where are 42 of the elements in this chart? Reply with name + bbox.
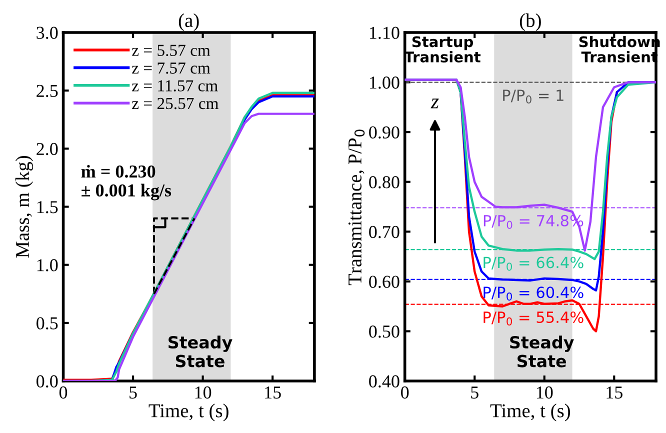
y-tick-label: 0.90: [369, 126, 400, 139]
y-tick-label: 0.50: [369, 326, 400, 338]
y-tick-label: 0.70: [369, 226, 400, 238]
x-tick-label: 15: [265, 386, 281, 399]
legend-label: z = 25.57 cm: [132, 98, 218, 110]
x-tick-label: 10: [536, 386, 553, 399]
y-tick-label: 0.80: [369, 176, 400, 188]
y-tick-label: 3.0: [36, 26, 58, 39]
x-tick-label: 15: [606, 386, 622, 399]
x-axis-title: Time, t (s): [490, 404, 570, 422]
chart-title: (a): [178, 13, 199, 32]
annotation: z: [430, 98, 439, 108]
x-tick-label: 5: [471, 386, 478, 399]
x-tick-label: 0: [401, 386, 409, 399]
y-axis-title: Transmittance, P/P$_{0}$: [348, 130, 365, 286]
y-tick-label: 0.60: [369, 276, 400, 288]
band-label: Steady State: [168, 336, 232, 368]
y-tick-label: 1.00: [370, 76, 400, 89]
ref-line-label: P/P$_{0}$ = 60.4%: [484, 286, 584, 301]
chart-title: (b): [520, 13, 541, 32]
y-axis-title: Mass, m (kg): [15, 156, 34, 258]
ref-line-label: P/P$_{0}$ = 1: [503, 90, 564, 104]
y-tick-label: 0.5: [36, 317, 58, 330]
y-tick-label: 1.10: [370, 26, 400, 39]
y-tick-label: 0.40: [369, 375, 400, 388]
legend-label: z = 11.57 cm: [132, 80, 218, 92]
x-tick-label: 5: [130, 386, 137, 399]
legend-label: z = 7.57 cm: [132, 62, 210, 74]
y-tick-label: 1.0: [37, 259, 58, 272]
x-tick-label: 10: [195, 386, 212, 399]
y-tick-label: 2.5: [36, 84, 58, 98]
band-label: Steady State: [510, 336, 574, 368]
x-tick-label: 0: [59, 386, 68, 399]
y-tick-label: 2.0: [36, 142, 58, 156]
annotation: ṁ = 0.230 ± 0.001 kg/s: [81, 164, 172, 200]
x-axis-title: Time, t (s): [148, 404, 228, 422]
legend-label: z = 5.57 cm: [132, 44, 210, 56]
y-tick-label: 1.5: [37, 201, 58, 214]
annotation: Startup Transient: [404, 36, 481, 62]
y-tick-label: 0.0: [36, 375, 58, 388]
ref-line-label: P/P$_{0}$ = 55.4%: [484, 311, 584, 326]
ref-line-label: P/P$_{0}$ = 66.4%: [484, 256, 584, 271]
